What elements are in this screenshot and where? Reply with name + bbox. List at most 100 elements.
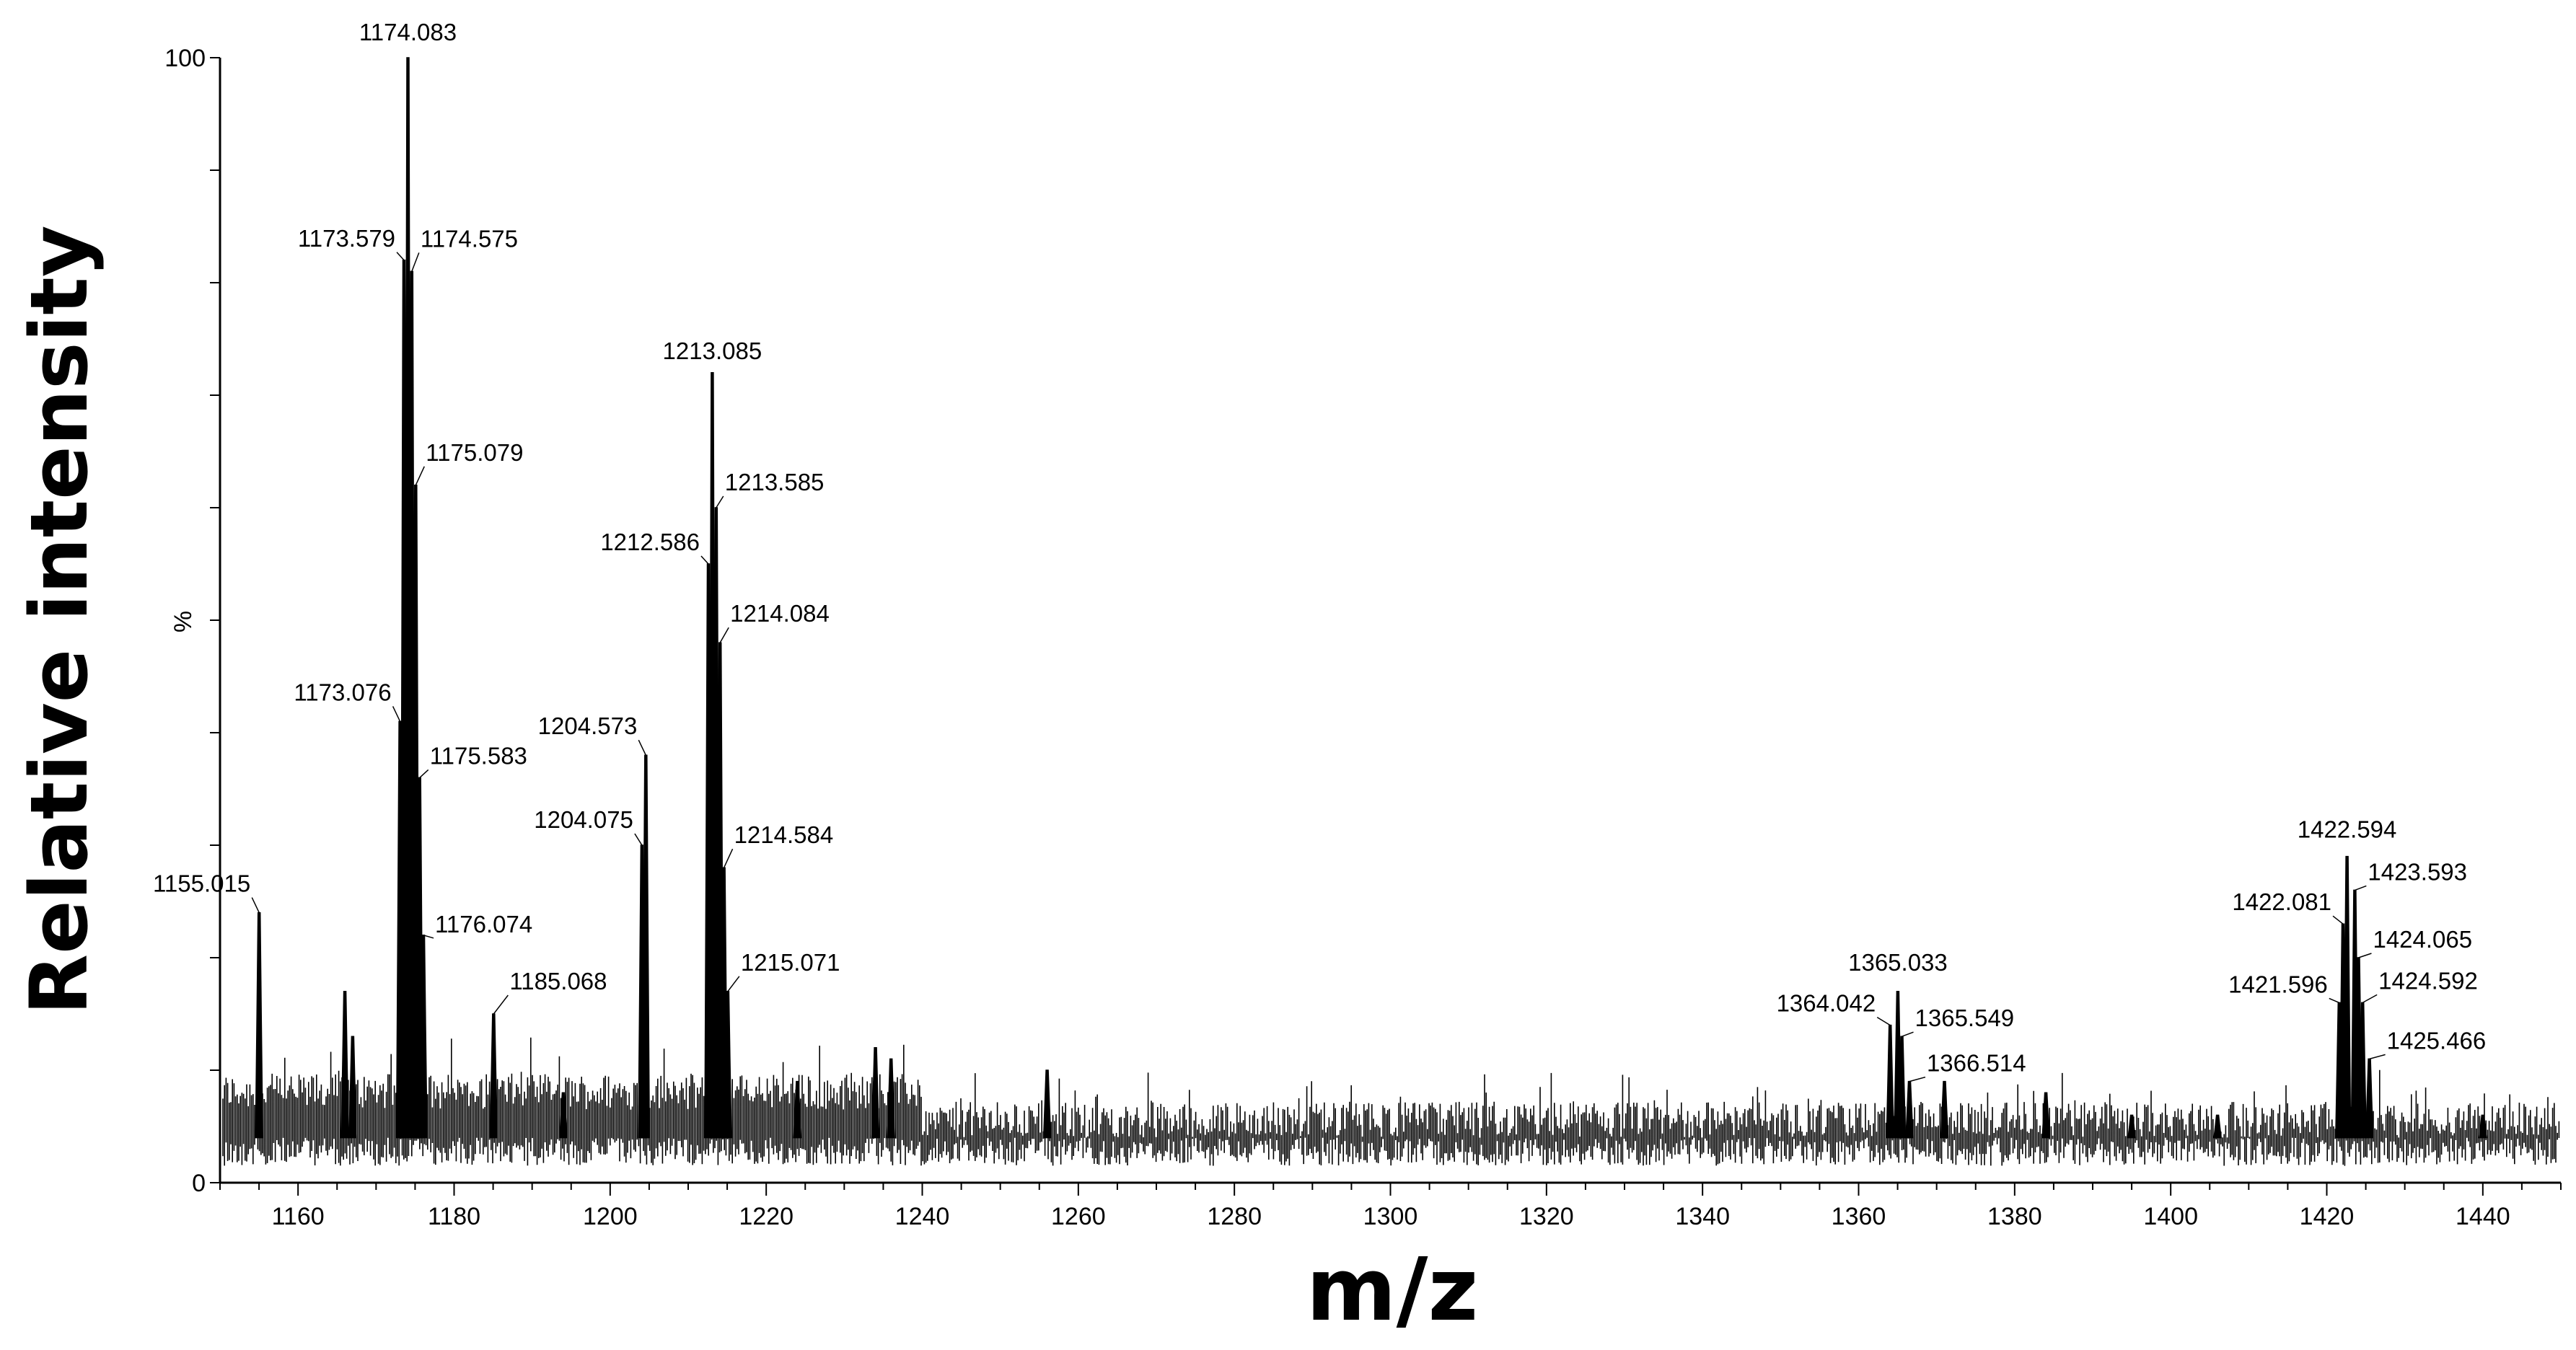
x-tick-label: 1280: [1207, 1203, 1262, 1230]
peak-label: 1174.575: [421, 225, 518, 252]
minor-peak: [348, 1036, 357, 1139]
x-tick-label: 1440: [2456, 1203, 2510, 1230]
peak-label: 1176.074: [435, 911, 532, 938]
peak-label-leader: [1902, 1031, 1914, 1037]
spectrum-peak: [255, 912, 263, 1139]
peak-label: 1424.065: [2373, 926, 2472, 953]
peak-label-leader: [700, 555, 709, 565]
x-axis-title: m/z: [1306, 1240, 1479, 1341]
x-tick-label: 1320: [1519, 1203, 1574, 1230]
peak-label: 1365.549: [1915, 1005, 2015, 1031]
peak-label-leader: [493, 994, 509, 1015]
peak-label-leader: [419, 769, 429, 778]
peak-labels: 1155.015 1173.076 1173.579 1174.083 1174.575…: [153, 19, 2486, 1082]
peak-label: 1214.084: [730, 600, 830, 627]
x-tick-label: 1240: [895, 1203, 950, 1230]
minor-peak: [887, 1058, 895, 1139]
y-axis-ticks: 0 100: [164, 45, 220, 1197]
x-tick-label: 1200: [583, 1203, 638, 1230]
minor-peak: [2041, 1092, 2050, 1139]
axes: [219, 58, 2561, 1184]
y-axis-title: Relative intensity: [13, 225, 105, 1015]
peak-label-leader: [396, 252, 405, 261]
peak-label-leader: [1909, 1076, 1926, 1082]
peak-label: 1365.033: [1848, 949, 1948, 976]
x-tick-label: 1180: [428, 1203, 480, 1230]
peak-label: 1175.583: [430, 742, 527, 769]
spectrum-peak: [1905, 1080, 1914, 1139]
peak-label-leader: [2358, 953, 2372, 958]
peak-label: 1366.514: [1927, 1050, 2026, 1077]
peak-label: 1214.584: [734, 821, 834, 848]
peak-label: 1204.573: [538, 712, 638, 739]
peak-label: 1425.466: [2387, 1027, 2487, 1054]
peak-label: 1173.579: [298, 225, 395, 252]
peak-label-leader: [2369, 1054, 2386, 1060]
spectrum-peaks: [255, 57, 2487, 1139]
peak-label: 1423.593: [2368, 858, 2467, 885]
peak-label: 1213.585: [725, 469, 825, 495]
minor-peak: [2213, 1114, 2222, 1139]
x-tick-label: 1160: [272, 1203, 325, 1230]
peak-label: 1422.594: [2298, 816, 2397, 843]
spectrum-peak: [2365, 1058, 2374, 1139]
spectrum-peak: [1886, 1024, 1894, 1139]
minor-peak: [340, 991, 349, 1139]
x-axis-ticks: 1160 1180 1200 1220 1240 1260 1280 1300 1320 1340…: [219, 1183, 2562, 1230]
y-tick-label: 0: [192, 1170, 206, 1197]
minor-peak: [1940, 1080, 1949, 1139]
peak-label: 1421.596: [2228, 971, 2328, 997]
peak-label: 1174.083: [359, 19, 457, 45]
peak-label-leader: [415, 466, 425, 486]
x-tick-label: 1260: [1051, 1203, 1106, 1230]
peak-label: 1422.081: [2232, 888, 2331, 915]
spectrum-peak: [724, 991, 732, 1139]
peak-label: 1424.592: [2378, 967, 2478, 994]
peak-label: 1212.586: [600, 529, 700, 555]
spectrum-peak: [641, 754, 651, 1139]
minor-peak: [793, 1080, 802, 1139]
peak-label: 1173.076: [294, 679, 391, 705]
peak-label-leader: [638, 739, 646, 756]
peak-label-leader: [716, 495, 724, 508]
spectrum-peak: [489, 1013, 498, 1139]
x-tick-label: 1300: [1363, 1203, 1418, 1230]
minor-peak: [1042, 1069, 1052, 1139]
peak-label-leader: [2332, 915, 2344, 925]
spectrum-baseline-noise: [222, 1037, 2560, 1166]
peak-label-leader: [2329, 997, 2340, 1004]
minor-peak: [2127, 1114, 2136, 1139]
x-tick-label: 1380: [1987, 1203, 2042, 1230]
peak-label-leader: [723, 848, 734, 868]
minor-peak: [871, 1047, 880, 1139]
peak-label: 1364.042: [1777, 990, 1876, 1017]
peak-label: 1213.085: [663, 338, 762, 364]
spectrum-peak: [2342, 855, 2352, 1139]
peak-label-leader: [392, 706, 401, 722]
peak-label-leader: [2362, 994, 2378, 1004]
x-tick-label: 1400: [2143, 1203, 2198, 1230]
x-tick-label: 1420: [2300, 1203, 2355, 1230]
x-tick-label: 1340: [1675, 1203, 1730, 1230]
baseline-noise-trace: [222, 1037, 2560, 1166]
peak-label-leader: [719, 627, 729, 643]
peak-label: 1215.071: [741, 949, 840, 976]
peak-label: 1155.015: [153, 870, 250, 897]
peak-label-leader: [2355, 885, 2367, 891]
minor-peak: [2478, 1114, 2487, 1139]
peak-label-leader: [423, 935, 434, 939]
peak-label: 1185.068: [509, 968, 607, 994]
peak-label-leader: [411, 252, 420, 272]
x-tick-label: 1360: [1832, 1203, 1886, 1230]
peak-label-leader: [727, 976, 740, 992]
minor-peak: [559, 1092, 568, 1139]
peak-label-leader: [1876, 1016, 1891, 1026]
peak-label-leader: [251, 897, 260, 913]
peak-label: 1204.075: [534, 806, 633, 833]
y-axis-unit-label: %: [170, 611, 197, 632]
peak-label-leader: [634, 833, 643, 846]
peak-label: 1175.079: [426, 439, 523, 466]
y-tick-label: 100: [164, 45, 206, 72]
x-tick-label: 1220: [739, 1203, 794, 1230]
